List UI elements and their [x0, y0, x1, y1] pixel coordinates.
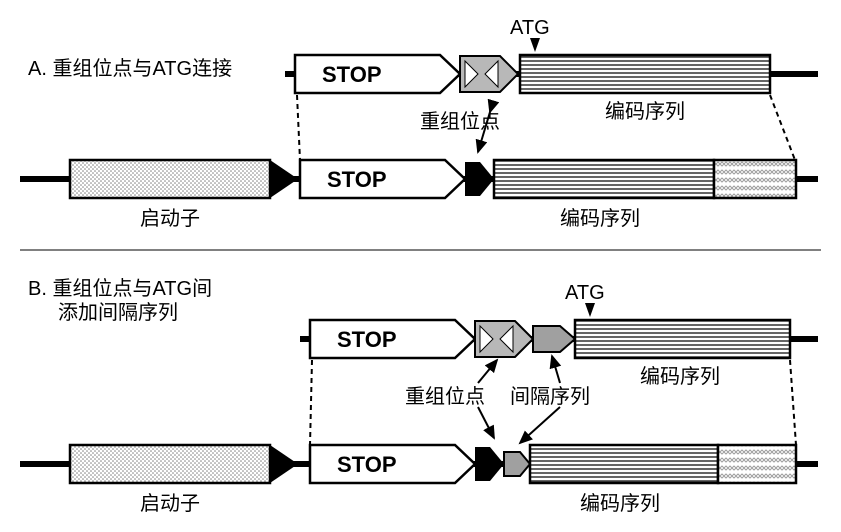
panel-a-dash-left [297, 95, 300, 160]
panel-b-recomb-label: 重组位点 [405, 385, 485, 408]
panel-b-promoter [70, 445, 298, 483]
svg-text:STOP: STOP [327, 167, 387, 192]
panel-a-bottom-recomb [465, 162, 494, 196]
panel-a-title: A. 重组位点与ATG连接 [28, 57, 232, 80]
panel-b-bottom-spacer [504, 452, 530, 476]
panel-b-recomb-arrow-up [478, 360, 497, 383]
panel-a-bottom-coding [494, 160, 714, 198]
panel-a-atg-marker: ATG [510, 17, 550, 52]
panel-b-atg-marker: ATG [565, 282, 605, 317]
panel-b-bottom-stop: STOP [310, 445, 475, 483]
svg-text:ATG: ATG [565, 282, 605, 304]
panel-a-dash-right [770, 95, 795, 160]
svg-text:STOP: STOP [337, 452, 397, 477]
panel-b-top-recomb [475, 321, 533, 357]
panel-a-top-stop: STOP [295, 55, 460, 93]
panel-b-spacer-arrow-down [520, 407, 560, 443]
svg-text:STOP: STOP [322, 62, 382, 87]
panel-b-promoter-label: 启动子 [140, 492, 200, 515]
panel-b-bottom-coding-label: 编码序列 [580, 492, 660, 515]
panel-b-bottom-coding [530, 445, 718, 483]
panel-a-bottom-stop: STOP [300, 160, 465, 198]
panel-b-terminator [718, 445, 796, 483]
panel-a-top-coding [520, 55, 770, 93]
panel-a-promoter-label: 启动子 [140, 207, 200, 230]
panel-a-promoter [70, 160, 298, 198]
panel-b-spacer-arrow-up [552, 356, 560, 383]
panel-a-terminator [714, 160, 796, 198]
panel-b-top-spacer [533, 326, 575, 352]
panel-b-dash-right [790, 360, 796, 445]
svg-text:STOP: STOP [337, 327, 397, 352]
panel-a-top-recomb [460, 56, 518, 92]
panel-a-bottom-coding-label: 编码序列 [560, 207, 640, 230]
panel-b-title: B. 重组位点与ATG间 添加间隔序列 [28, 277, 218, 324]
panel-b-top-stop: STOP [310, 320, 475, 358]
panel-b-dash-left [310, 360, 312, 445]
panel-b-top-coding-label: 编码序列 [640, 365, 720, 388]
svg-text:ATG: ATG [510, 17, 550, 39]
panel-b-top-coding [575, 320, 790, 358]
panel-b-spacer-label: 间隔序列 [510, 385, 590, 408]
panel-b-recomb-arrow-down [478, 407, 494, 438]
panel-b-bottom-recomb [475, 447, 504, 481]
panel-a-top-coding-label: 编码序列 [605, 100, 685, 123]
